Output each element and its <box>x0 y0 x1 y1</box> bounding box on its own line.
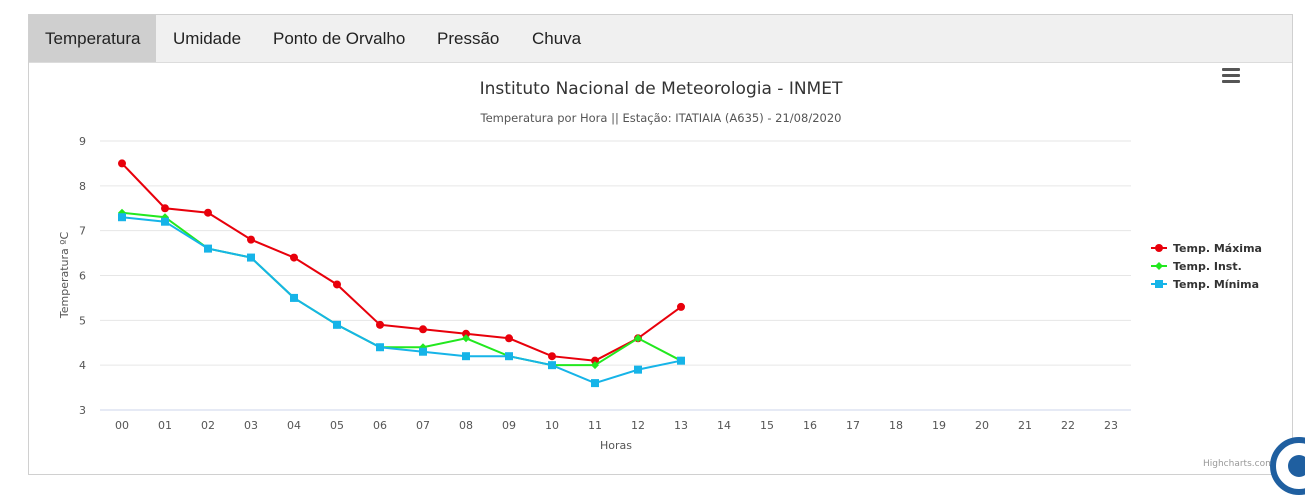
series-1 <box>118 208 685 370</box>
chart-panel: Temperatura Umidade Ponto de Orvalho Pre… <box>28 14 1293 475</box>
data-point[interactable] <box>505 352 513 361</box>
x-tick-label: 10 <box>545 419 559 432</box>
data-point[interactable] <box>204 244 212 253</box>
y-tick-label: 3 <box>79 404 86 417</box>
x-tick-label: 18 <box>889 419 903 432</box>
legend-item-1[interactable]: Temp. Inst. <box>1151 260 1242 273</box>
data-point[interactable] <box>118 213 126 222</box>
data-point[interactable] <box>591 361 599 370</box>
tab-temperatura[interactable]: Temperatura <box>29 15 157 62</box>
data-point[interactable] <box>247 235 255 244</box>
legend-marker[interactable] <box>1155 262 1163 270</box>
series-line <box>121 211 682 367</box>
x-tick-label: 08 <box>459 419 473 432</box>
x-tick-label: 12 <box>631 419 645 432</box>
data-point[interactable] <box>419 347 427 356</box>
x-tick-label: 07 <box>416 419 430 432</box>
y-tick-label: 7 <box>79 225 86 238</box>
legend-label: Temp. Inst. <box>1173 260 1242 273</box>
data-point[interactable] <box>161 217 169 226</box>
data-point[interactable] <box>548 361 556 370</box>
y-axis: 3 4 5 6 7 8 9 <box>79 135 86 417</box>
data-point[interactable] <box>376 320 384 329</box>
data-point[interactable] <box>505 334 513 343</box>
data-point[interactable] <box>634 334 642 343</box>
legend-item-0[interactable]: Temp. Máxima <box>1151 242 1262 255</box>
x-tick-label: 16 <box>803 419 817 432</box>
x-tick-label: 03 <box>244 419 258 432</box>
series-line <box>121 216 682 385</box>
x-axis-title: Horas <box>600 439 632 452</box>
x-tick-label: 02 <box>201 419 215 432</box>
x-tick-label: 15 <box>760 419 774 432</box>
x-tick-label: 19 <box>932 419 946 432</box>
legend: Temp. Máxima Temp. Inst. Temp. Mínima <box>1151 242 1262 291</box>
hamburger-menu-icon[interactable] <box>1222 68 1240 84</box>
legend-label: Temp. Máxima <box>1173 242 1262 255</box>
data-point[interactable] <box>548 352 556 361</box>
tab-bar: Temperatura Umidade Ponto de Orvalho Pre… <box>29 15 1292 63</box>
x-tick-label: 20 <box>975 419 989 432</box>
y-tick-label: 9 <box>79 135 86 148</box>
legend-marker[interactable] <box>1155 244 1163 252</box>
y-tick-label: 4 <box>79 359 86 372</box>
x-tick-label: 11 <box>588 419 602 432</box>
x-tick-label: 06 <box>373 419 387 432</box>
x-axis: 00 01 02 03 04 05 06 07 08 09 10 11 12 13 14 15 16 17 18 19… <box>115 419 1118 432</box>
x-tick-label: 23 <box>1104 419 1118 432</box>
chart-title: Instituto Nacional de Meteorologia - INM… <box>480 79 843 99</box>
legend-item-2[interactable]: Temp. Mínima <box>1151 278 1259 291</box>
series-2 <box>118 213 685 388</box>
data-point[interactable] <box>333 280 341 289</box>
temperature-chart: Instituto Nacional de Meteorologia - INM… <box>58 79 1274 469</box>
legend-label: Temp. Mínima <box>1173 278 1259 291</box>
y-tick-label: 8 <box>79 180 86 193</box>
x-tick-label: 05 <box>330 419 344 432</box>
x-tick-label: 09 <box>502 419 516 432</box>
x-tick-label: 01 <box>158 419 172 432</box>
tab-pressao[interactable]: Pressão <box>437 29 500 48</box>
data-point[interactable] <box>118 159 126 168</box>
x-tick-label: 22 <box>1061 419 1075 432</box>
tab-chuva[interactable]: Chuva <box>532 29 582 48</box>
data-point[interactable] <box>333 320 341 329</box>
data-point[interactable] <box>462 334 470 343</box>
data-point[interactable] <box>462 329 470 338</box>
series-group <box>118 159 685 388</box>
x-tick-label: 04 <box>287 419 301 432</box>
data-point[interactable] <box>376 343 384 352</box>
data-point[interactable] <box>634 365 642 374</box>
x-tick-label: 14 <box>717 419 731 432</box>
data-point[interactable] <box>591 356 599 365</box>
data-point[interactable] <box>462 352 470 361</box>
x-tick-label: 13 <box>674 419 688 432</box>
x-tick-label: 21 <box>1018 419 1032 432</box>
data-point[interactable] <box>677 302 685 311</box>
data-point[interactable] <box>419 325 427 334</box>
grid-lines <box>100 140 1131 411</box>
data-point[interactable] <box>591 379 599 388</box>
data-point[interactable] <box>161 204 169 213</box>
data-point[interactable] <box>290 253 298 262</box>
data-point[interactable] <box>247 253 255 262</box>
y-tick-label: 6 <box>79 270 86 283</box>
legend-marker[interactable] <box>1155 280 1163 288</box>
data-point[interactable] <box>677 356 685 365</box>
tab-umidade[interactable]: Umidade <box>173 29 242 48</box>
series-line <box>121 162 682 362</box>
x-tick-label: 17 <box>846 419 860 432</box>
y-tick-label: 5 <box>79 314 86 327</box>
y-axis-title: Temperatura ºC <box>58 232 71 320</box>
chart-subtitle: Temperatura por Hora || Estação: ITATIAI… <box>480 111 842 125</box>
data-point[interactable] <box>204 208 212 217</box>
data-point[interactable] <box>290 293 298 302</box>
x-tick-label: 00 <box>115 419 129 432</box>
series-0 <box>118 159 685 365</box>
highcharts-credits[interactable]: Highcharts.com <box>1203 459 1274 469</box>
tab-ponto-de-orvalho[interactable]: Ponto de Orvalho <box>273 29 406 48</box>
